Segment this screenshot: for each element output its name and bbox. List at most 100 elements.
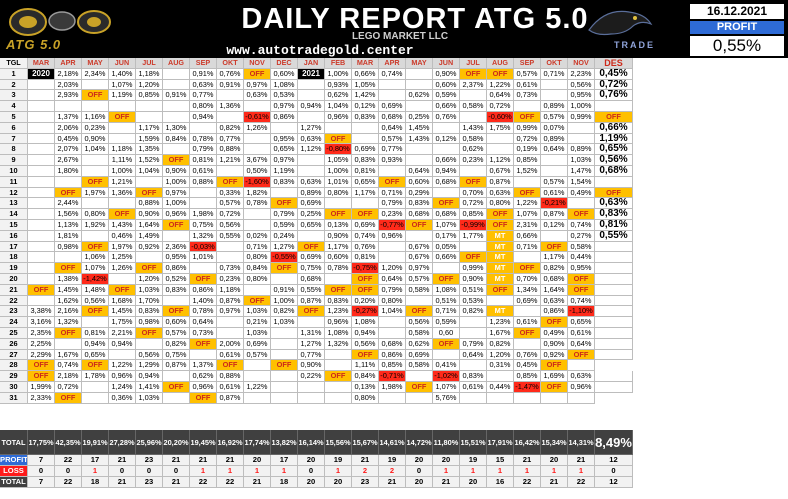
table-cell: 0,62% xyxy=(406,338,433,350)
table-cell: 0,80% xyxy=(244,252,271,264)
table-cell: 0,57% xyxy=(541,176,568,188)
column-header-month: NOV xyxy=(244,58,271,69)
table-cell: OFF xyxy=(325,284,352,296)
table-cell xyxy=(244,360,271,372)
table-cell: 1,45% xyxy=(109,306,136,318)
table-cell: 1,00% xyxy=(325,68,352,80)
summary-cell: 1 xyxy=(244,466,271,477)
table-cell: 1,17% xyxy=(352,187,379,199)
summary-cell: 19,45% xyxy=(190,430,217,455)
table-cell: 0,89% xyxy=(568,144,595,156)
table-cell: OFF xyxy=(28,371,55,382)
table-cell: 0,92% xyxy=(136,241,163,253)
summary-cell: 1 xyxy=(487,466,514,477)
table-cell: 0,82% xyxy=(271,306,298,318)
table-cell: OFF xyxy=(514,327,541,339)
table-cell: 0,69% xyxy=(352,219,379,231)
table-cell: OFF xyxy=(55,327,82,339)
table-cell: 2,44% xyxy=(55,198,82,210)
table-cell: 1,26% xyxy=(109,263,136,274)
table-cell: OFF xyxy=(55,392,82,404)
table-cell: 0,57% xyxy=(244,349,271,361)
table-cell xyxy=(514,252,541,264)
table-row: 10 1,80% 1,00% 1,04% 0,90% 0,61% 0,50% 1,19% 1,0… xyxy=(0,165,788,177)
table-cell: OFF xyxy=(568,349,595,361)
table-cell: 0,67% xyxy=(487,165,514,177)
des-cell: 0,68% xyxy=(595,165,633,177)
des-cell: 0,45% xyxy=(595,68,633,80)
column-header-month: JUN xyxy=(109,58,136,69)
table-cell: 0,02% xyxy=(244,230,271,242)
day-cell: 14 xyxy=(0,209,28,220)
summary-cell: 21 xyxy=(514,455,541,466)
table-cell xyxy=(163,111,190,123)
summary-cell: 13,82% xyxy=(271,430,298,455)
table-cell: 1,00% xyxy=(271,295,298,307)
website-url[interactable]: www.autotradegold.center xyxy=(226,43,414,58)
table-cell: 1,04% xyxy=(136,165,163,177)
table-cell: 0,74% xyxy=(379,68,406,80)
table-row: 22 1,62% 0,56% 1,68% 1,70% 1,40% 0,87% OFF 1,00%… xyxy=(0,295,788,307)
summary-cell: 1 xyxy=(190,466,217,477)
summary-cell: 20 xyxy=(406,477,433,488)
table-cell: 1,22% xyxy=(514,198,541,210)
table-cell: 0,21% xyxy=(244,317,271,328)
table-cell: 0,99% xyxy=(568,111,595,123)
summary-cell: 21 xyxy=(433,477,460,488)
table-cell xyxy=(406,371,433,382)
table-row: 4 0,80% 1,36% 0,97% 0,94% 1,04% 0,12% 0,69% 0,66… xyxy=(0,101,788,112)
table-cell xyxy=(82,101,109,112)
table-cell: 0,96% xyxy=(325,111,352,123)
table-cell: 0,70% xyxy=(460,187,487,199)
table-cell: OFF xyxy=(136,187,163,199)
table-cell: 1,01% xyxy=(325,176,352,188)
table-cell: 0,90% xyxy=(460,273,487,285)
table-cell: 0,52% xyxy=(163,273,190,285)
table-cell: 0,68% xyxy=(541,273,568,285)
table-cell: 1,25% xyxy=(109,252,136,264)
table-row: 23 3,38% 2,16% OFF 1,45% 0,83% OFF 0,78% 0,97% 1,… xyxy=(0,306,788,318)
table-cell: 1,40% xyxy=(190,295,217,307)
report-date: 16.12.2021 xyxy=(690,4,784,19)
panther-trade-text: TRADE xyxy=(614,40,655,50)
summary-cell: 21 xyxy=(163,455,190,466)
summary-cell: 1 xyxy=(568,466,595,477)
column-header-month: AUG xyxy=(163,58,190,69)
day-cell: 3 xyxy=(0,90,28,102)
table-cell xyxy=(379,252,406,264)
table-cell: 0,94% xyxy=(190,111,217,123)
table-cell: 0,88% xyxy=(217,371,244,382)
summary-cell: 7 xyxy=(28,477,55,488)
table-cell: OFF xyxy=(325,371,352,382)
table-cell xyxy=(379,79,406,91)
table-cell: 0,79% xyxy=(190,144,217,156)
day-cell: 19 xyxy=(0,263,28,274)
table-cell: OFF xyxy=(406,381,433,393)
day-cell: 9 xyxy=(0,155,28,166)
table-row: 18 1,06% 1,25% 0,95% 1,01% 0,80% -0,55% 0,69% 0,… xyxy=(0,252,788,264)
table-cell xyxy=(487,371,514,382)
table-cell: 0,57% xyxy=(514,68,541,80)
table-cell: 1,20% xyxy=(136,273,163,285)
table-row: 30 1,99% 0,72% 1,24% 1,41% OFF 0,96% 0,61% 1,22%… xyxy=(0,381,788,393)
table-cell: 0,60% xyxy=(406,176,433,188)
table-cell xyxy=(217,317,244,328)
table-cell: 2,23% xyxy=(568,68,595,80)
table-cell: 0,79% xyxy=(379,198,406,210)
table-cell: 0,68% xyxy=(406,209,433,220)
table-cell xyxy=(433,263,460,274)
table-cell: OFF xyxy=(55,263,82,274)
table-cell: 1,11% xyxy=(352,360,379,372)
table-cell: 0,57% xyxy=(379,133,406,145)
table-cell: 1,17% xyxy=(325,241,352,253)
summary-cell: 23 xyxy=(136,477,163,488)
table-cell: 0,81% xyxy=(352,165,379,177)
des-cell: 0,83% xyxy=(595,209,633,220)
table-cell: 0,74% xyxy=(352,230,379,242)
table-cell: OFF xyxy=(433,338,460,350)
des-cell xyxy=(595,371,633,382)
table-cell: 0,81% xyxy=(82,327,109,339)
table-cell: 1,22% xyxy=(109,360,136,372)
table-cell: 0,89% xyxy=(541,101,568,112)
table-cell: 1,18% xyxy=(136,68,163,80)
